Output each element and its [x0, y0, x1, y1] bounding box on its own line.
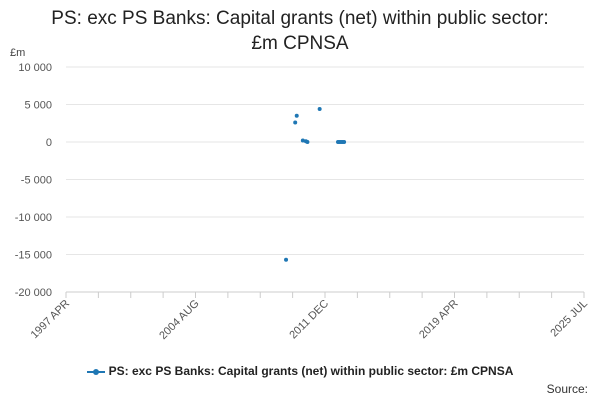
- legend-marker-icon: [86, 368, 105, 375]
- data-point[interactable]: [317, 107, 322, 111]
- chart-title: PS: exc PS Banks: Capital grants (net) w…: [0, 6, 600, 56]
- x-axis: 1997 APR 2004 AUG 2011 DEC 2019 APR 2025 JUL: [29, 292, 590, 342]
- data-point[interactable]: [342, 140, 347, 144]
- data-point[interactable]: [294, 113, 299, 118]
- grid-lines: [66, 66, 584, 293]
- y-axis-ticks: 10 000 5 000 0 -5 000 -10 000 -15 000 -20 000: [15, 62, 52, 299]
- legend: PS: exc PS Banks: Capital grants (net) w…: [0, 364, 600, 378]
- y-tick-label: 10 000: [18, 62, 52, 74]
- y-tick-label: -5 000: [21, 175, 52, 187]
- y-tick-label: -15 000: [15, 250, 52, 262]
- source-label: Source:: [546, 382, 588, 396]
- y-axis-unit-label: £m: [10, 47, 25, 59]
- data-point[interactable]: [300, 138, 305, 143]
- chart-title-line-2: £m CPNSA: [251, 33, 349, 54]
- y-tick-label: -20 000: [15, 287, 52, 299]
- x-tick-label: 1997 APR: [29, 298, 73, 342]
- data-point[interactable]: [293, 120, 298, 125]
- data-point[interactable]: [284, 257, 289, 262]
- x-tick-label: 2019 APR: [417, 298, 461, 342]
- y-tick-label: 5 000: [24, 100, 52, 112]
- y-tick-label: -10 000: [15, 212, 52, 224]
- x-tick-label: 2025 JUL: [548, 298, 590, 340]
- x-tick-label: 2011 DEC: [287, 298, 331, 342]
- data-point[interactable]: [305, 140, 310, 144]
- x-tick-label: 2004 AUG: [157, 298, 201, 342]
- data-points: [284, 107, 347, 262]
- legend-label: PS: exc PS Banks: Capital grants (net) w…: [108, 364, 514, 378]
- y-tick-label: 0: [46, 137, 52, 149]
- chart-title-line-1: PS: exc PS Banks: Capital grants (net) w…: [51, 8, 549, 29]
